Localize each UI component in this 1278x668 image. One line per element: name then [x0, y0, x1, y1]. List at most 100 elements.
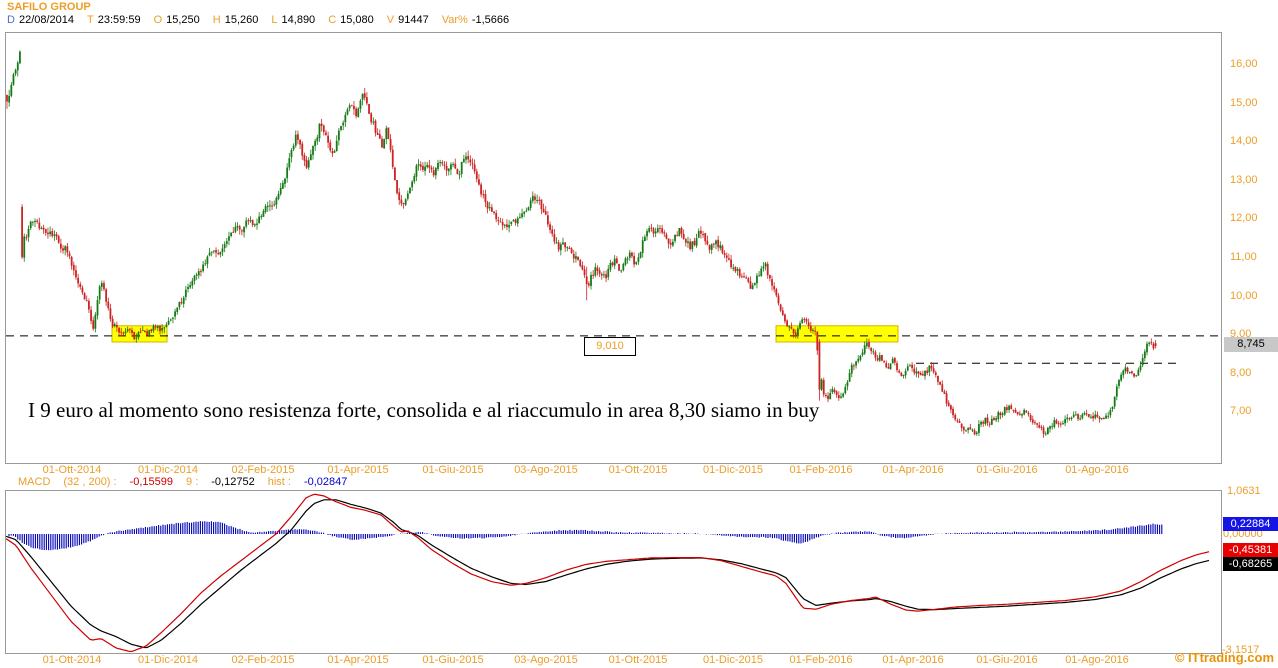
- candle-body: [1018, 413, 1021, 415]
- candle-body: [122, 332, 125, 334]
- candle-body: [773, 286, 776, 290]
- candle-body: [855, 361, 857, 366]
- candle-body: [693, 240, 696, 246]
- watermark: © ITtrading.com: [1174, 650, 1274, 665]
- candle-body: [1006, 407, 1008, 411]
- candle-body: [6, 94, 8, 102]
- candle-body: [809, 325, 812, 331]
- candle-body: [827, 395, 829, 400]
- candle-body: [314, 140, 317, 147]
- candle-body: [969, 427, 972, 430]
- candle-body: [924, 370, 926, 377]
- candle-body: [131, 329, 133, 333]
- candle-body: [156, 326, 159, 329]
- candle-body: [674, 234, 676, 241]
- candle-body: [781, 310, 784, 315]
- candle-body: [962, 426, 965, 431]
- candle-body: [1107, 415, 1110, 417]
- candle-body: [439, 162, 442, 164]
- candle-body: [370, 113, 373, 123]
- candle-body: [790, 327, 793, 329]
- candle-body: [90, 309, 92, 321]
- candle-body: [760, 268, 763, 276]
- candle-body: [409, 187, 411, 194]
- candle-body: [419, 164, 422, 167]
- candle-body: [973, 430, 976, 435]
- candle-body: [215, 250, 217, 253]
- candle-body: [799, 323, 801, 329]
- candle-body: [126, 329, 129, 332]
- candle-body: [447, 168, 450, 172]
- candle-body: [38, 222, 41, 229]
- candle-body: [1100, 417, 1103, 419]
- date-tick-label: 01-Ott-2015: [608, 654, 668, 666]
- price-chart-panel[interactable]: [5, 32, 1222, 464]
- candle-body: [404, 199, 407, 205]
- candle-body: [450, 164, 452, 170]
- candle-body: [1062, 423, 1064, 425]
- candle-body: [406, 193, 409, 199]
- candle-body: [1146, 343, 1148, 353]
- candle-body: [1079, 418, 1082, 420]
- candle-body: [486, 202, 489, 209]
- candle-body: [846, 382, 849, 387]
- candle-body: [355, 108, 358, 117]
- candle-body: [44, 229, 47, 233]
- candle-body: [1055, 420, 1058, 424]
- candle-body: [25, 237, 28, 239]
- candle-body: [906, 366, 909, 371]
- candle-body: [1027, 412, 1030, 415]
- price-tick-label: 8,00: [1230, 366, 1252, 379]
- candle-body: [484, 193, 487, 203]
- candle-body: [368, 104, 370, 114]
- candle-body: [736, 269, 739, 271]
- candle-body: [98, 286, 101, 300]
- candle-body: [118, 327, 120, 333]
- date-tick-label: 01-Dic-2014: [138, 654, 198, 666]
- candle-body: [689, 241, 692, 250]
- candle-body: [557, 242, 560, 250]
- candle-body: [348, 105, 351, 109]
- candle-body: [1096, 414, 1099, 417]
- candle-body: [124, 331, 127, 334]
- candle-body: [381, 138, 383, 148]
- candle-body: [337, 130, 340, 141]
- candle-body: [1031, 419, 1034, 423]
- ohlc-field-value: 23:59:59: [97, 14, 141, 26]
- candle-body: [540, 199, 543, 210]
- macd-indicator[interactable]: [6, 491, 1221, 653]
- candle-body: [148, 330, 151, 335]
- candlestick-series[interactable]: [6, 33, 1221, 463]
- candle-body: [874, 352, 877, 358]
- candle-body: [712, 243, 715, 245]
- candle-body: [152, 325, 155, 331]
- candle-body: [503, 224, 506, 226]
- candle-body: [279, 187, 282, 195]
- candle-body: [822, 379, 825, 395]
- candle-body: [51, 231, 54, 237]
- candle-body: [514, 219, 517, 223]
- candle-body: [745, 277, 748, 279]
- candle-body: [206, 256, 209, 264]
- candle-body: [208, 252, 211, 256]
- candle-body: [829, 392, 832, 400]
- candle-body: [825, 395, 827, 397]
- macd-line: [6, 493, 1210, 653]
- candle-body: [374, 120, 377, 133]
- candle-body: [128, 328, 131, 330]
- candle-body: [232, 231, 235, 233]
- candle-body: [109, 308, 112, 320]
- macd-chart-panel[interactable]: [5, 490, 1222, 654]
- candle-body: [1010, 405, 1013, 409]
- candle-body: [430, 167, 433, 170]
- ohlc-field-key: L: [271, 14, 278, 26]
- candle-body: [945, 393, 948, 404]
- resistance-level-label: 9,010: [584, 337, 636, 356]
- candle-body: [682, 233, 685, 239]
- candle-body: [510, 221, 513, 225]
- candle-body: [465, 156, 467, 160]
- candle-body: [460, 161, 463, 174]
- candle-body: [144, 330, 146, 333]
- candle-body: [189, 284, 192, 288]
- candle-body: [383, 139, 386, 149]
